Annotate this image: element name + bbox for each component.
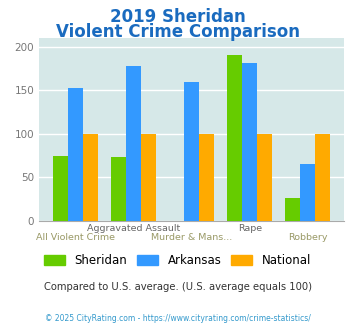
Text: 2019 Sheridan: 2019 Sheridan	[110, 8, 245, 26]
Text: All Violent Crime: All Violent Crime	[36, 233, 115, 242]
Bar	[68, 88, 83, 221]
Bar	[184, 82, 199, 221]
Text: Robbery: Robbery	[288, 233, 328, 242]
Text: Aggravated Assault: Aggravated Assault	[87, 224, 180, 233]
Bar	[141, 134, 156, 221]
Bar	[315, 134, 331, 221]
Bar	[257, 134, 272, 221]
Bar	[53, 156, 68, 221]
Bar	[285, 198, 300, 221]
Text: Rape: Rape	[238, 224, 262, 233]
Bar	[83, 134, 98, 221]
Bar	[300, 164, 315, 221]
Text: Murder & Mans...: Murder & Mans...	[151, 233, 232, 242]
Bar	[111, 157, 126, 221]
Bar	[227, 55, 242, 221]
Legend: Sheridan, Arkansas, National: Sheridan, Arkansas, National	[42, 252, 313, 270]
Bar	[199, 134, 214, 221]
Bar	[242, 63, 257, 221]
Text: Compared to U.S. average. (U.S. average equals 100): Compared to U.S. average. (U.S. average …	[44, 282, 311, 292]
Text: Violent Crime Comparison: Violent Crime Comparison	[55, 23, 300, 41]
Bar	[126, 66, 141, 221]
Text: © 2025 CityRating.com - https://www.cityrating.com/crime-statistics/: © 2025 CityRating.com - https://www.city…	[45, 314, 310, 323]
